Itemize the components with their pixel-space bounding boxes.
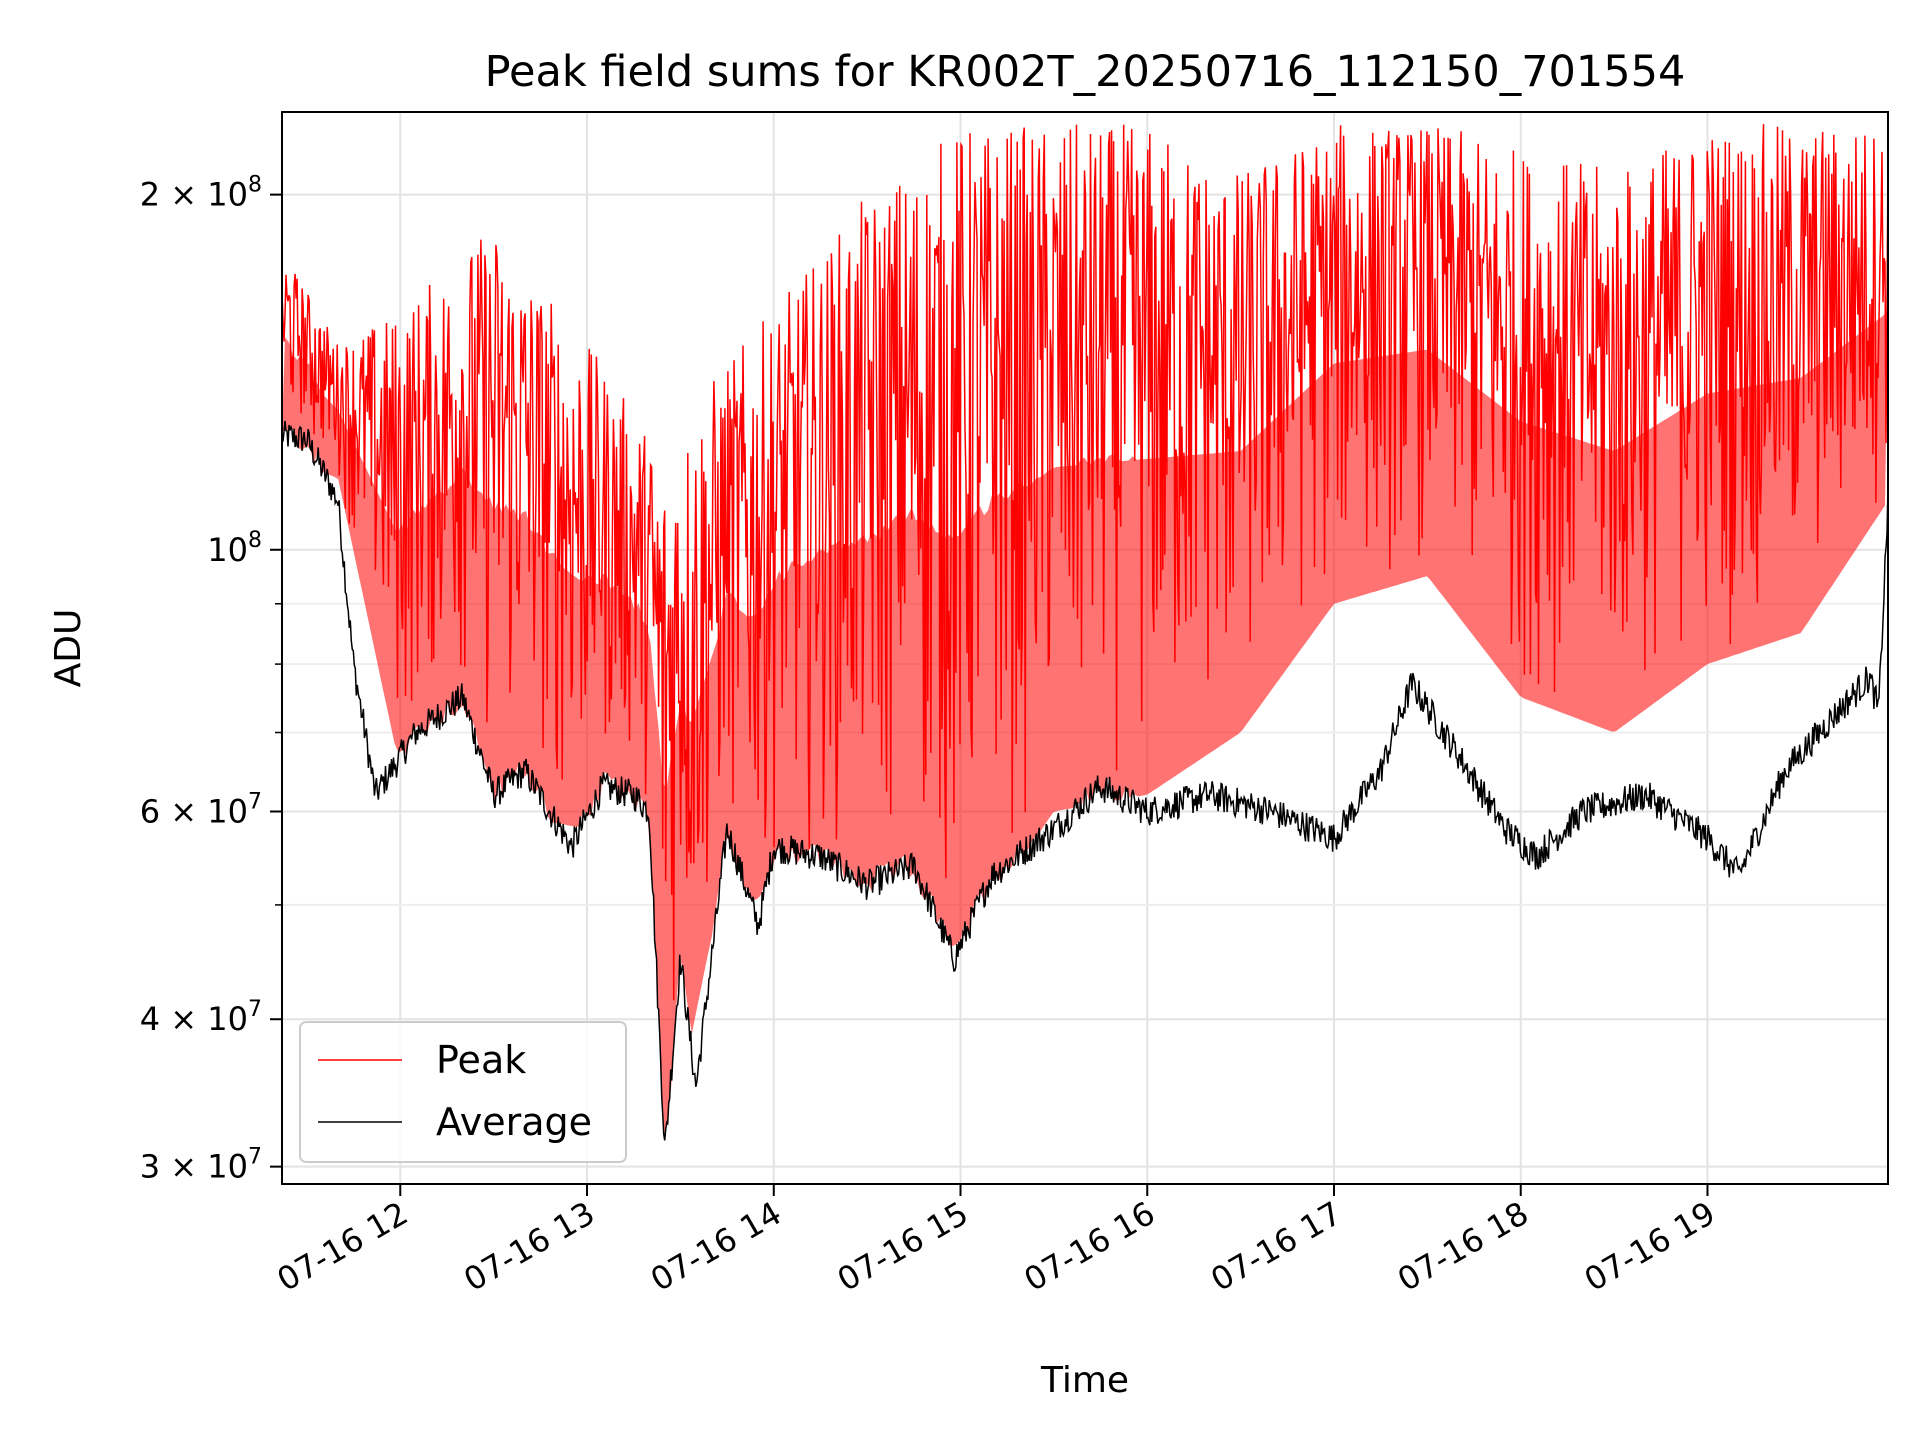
y-tick-label: 3 × 107 <box>140 1145 262 1186</box>
y-axis-title: ADU <box>48 609 89 688</box>
x-axis-title: Time <box>1040 1360 1129 1401</box>
y-axis: 3 × 107 4 × 107 6 × 107 108 2 × 108 <box>140 173 282 1186</box>
y-tick-label: 6 × 107 <box>140 789 262 830</box>
peak-series-band <box>282 304 1888 1134</box>
legend: Peak Average <box>299 1021 627 1163</box>
legend-box <box>299 1021 627 1163</box>
legend-average-label: Average <box>436 1100 592 1144</box>
y-tick-label: 108 <box>207 528 262 569</box>
y-tick-label: 2 × 108 <box>140 173 262 214</box>
plot-frame <box>281 111 1889 1185</box>
series-layer <box>282 124 1888 1141</box>
average-series-line <box>282 420 1888 1141</box>
chart-title: Peak field sums for KR002T_20250716_1121… <box>485 47 1686 97</box>
y-tick-label: 4 × 107 <box>140 997 262 1038</box>
legend-peak-label: Peak <box>436 1038 526 1082</box>
peak-series-line <box>282 124 1888 1001</box>
